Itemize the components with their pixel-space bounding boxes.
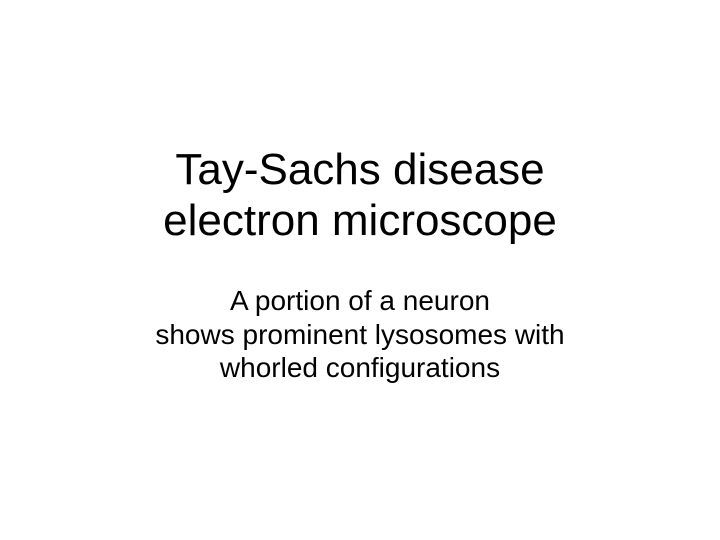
- subtitle-line-1: A portion of a neuron: [230, 285, 490, 316]
- title-line-2: electron microscope: [163, 196, 557, 245]
- subtitle-line-3: whorled configurations: [220, 352, 500, 383]
- slide-title: Tay-Sachs disease electron microscope: [163, 145, 557, 246]
- slide-subtitle: A portion of a neuron shows prominent ly…: [155, 284, 564, 385]
- subtitle-line-2: shows prominent lysosomes with: [155, 319, 564, 350]
- title-line-1: Tay-Sachs disease: [175, 145, 544, 194]
